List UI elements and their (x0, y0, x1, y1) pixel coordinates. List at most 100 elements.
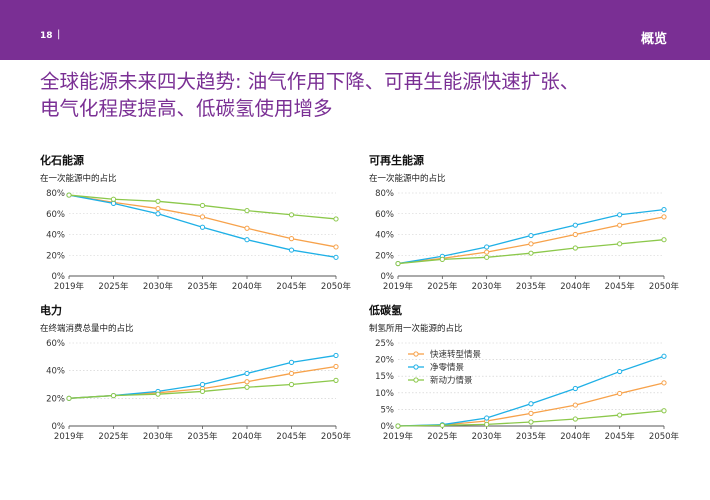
page-header: 18 | 概览 (0, 0, 710, 60)
hydrogen-data-point (572, 402, 578, 408)
hydrogen-xtick-label: 2019年 (383, 431, 414, 442)
hydrogen-ytick-label: 15% (375, 372, 394, 382)
renewables-data-point (572, 245, 578, 251)
fossil-xtick-label: 2025年 (98, 281, 129, 292)
fossil-data-point (288, 236, 295, 242)
hydrogen-ytick-label: 5% (381, 405, 395, 415)
renewables-data-point (572, 231, 578, 238)
legend-marker (413, 351, 419, 357)
electricity-data-point (288, 370, 295, 377)
hydrogen-data-point (617, 412, 623, 418)
fossil-data-point (155, 205, 161, 212)
hydrogen-data-point (484, 421, 490, 427)
electricity-ytick-label: 60% (46, 339, 65, 349)
electricity-data-point (288, 381, 295, 388)
hydrogen-xtick-label: 2040年 (560, 431, 591, 442)
fossil-data-point (333, 254, 339, 260)
fossil-data-point (110, 200, 117, 206)
page-number: 18 (40, 31, 53, 41)
fossil-data-point (155, 211, 161, 217)
hydrogen-ytick-label: 25% (375, 339, 394, 349)
chart-subtitle-renewables: 在一次能源中的占比 (369, 174, 446, 184)
renewables-data-point (661, 207, 667, 213)
fossil-xtick-label: 2035年 (187, 281, 218, 292)
fossil-xtick-label: 2019年 (54, 281, 85, 292)
renewables-xtick-label: 2035年 (516, 281, 547, 292)
fossil-data-point (244, 225, 250, 231)
hydrogen-data-point (395, 423, 401, 429)
electricity-data-point (333, 363, 339, 370)
chart-subtitle-fossil: 在一次能源中的占比 (40, 174, 117, 184)
hydrogen-data-point (661, 353, 667, 359)
fossil-data-point (110, 196, 117, 202)
renewables-data-point (484, 254, 490, 260)
fossil-data-point (333, 216, 339, 222)
renewables-ytick-label: 0% (381, 272, 395, 282)
fossil-data-point (66, 192, 72, 198)
renewables-data-point (617, 222, 623, 228)
fossil-data-point (199, 214, 206, 220)
fossil-data-point (333, 244, 339, 250)
fossil-data-point (244, 208, 250, 214)
renewables-xtick-label: 2019年 (383, 281, 414, 292)
fossil-xtick-label: 2050年 (321, 281, 352, 292)
renewables-data-point (617, 241, 623, 247)
electricity-xtick-label: 2019年 (54, 431, 85, 442)
electricity-data-point (333, 377, 339, 383)
fossil-data-point (244, 237, 250, 243)
electricity-xtick-label: 2040年 (232, 431, 263, 442)
hydrogen-data-point (572, 385, 578, 392)
renewables-xtick-label: 2040年 (560, 281, 591, 292)
page-title-line1: 全球能源未来四大趋势: 油气作用下降、可再生能源快速扩张、 (40, 70, 580, 93)
hydrogen-data-point (617, 368, 623, 375)
hydrogen-data-point (439, 422, 445, 428)
hydrogen-xtick-label: 2030年 (472, 431, 503, 442)
renewables-data-point (395, 260, 401, 267)
electricity-data-point (244, 370, 250, 377)
renewables-xtick-label: 2045年 (605, 281, 636, 292)
chart-subtitle-hydrogen: 制氢所用一次能源的占比 (369, 324, 463, 334)
fossil-ytick-label: 0% (52, 272, 66, 282)
hydrogen-data-point (528, 410, 534, 416)
electricity-data-point (244, 379, 250, 385)
hydrogen-xtick-label: 2045年 (605, 431, 636, 442)
chart-title-fossil: 化石能源 (40, 154, 84, 167)
fossil-ytick-label: 40% (46, 231, 65, 241)
page-title: 全球能源未来四大趋势: 油气作用下降、可再生能源快速扩张、 电气化程度提高、低碳… (40, 68, 640, 122)
hydrogen-data-point (661, 380, 667, 386)
renewables-data-point (528, 232, 534, 239)
chart-title-hydrogen: 低碳氢 (369, 304, 402, 317)
renewables-data-point (572, 222, 578, 228)
fossil-ytick-label: 20% (46, 251, 65, 261)
legend-marker (413, 377, 419, 383)
renewables-data-point (484, 249, 490, 255)
hydrogen-ytick-label: 10% (375, 389, 394, 399)
hydrogen-data-point (484, 415, 490, 421)
page-separator: | (57, 29, 61, 40)
renewables-data-point (661, 214, 667, 220)
renewables-ytick-label: 80% (375, 189, 394, 199)
hydrogen-data-point (528, 401, 534, 407)
renewables-xtick-label: 2030年 (472, 281, 503, 292)
electricity-ytick-label: 0% (52, 422, 66, 432)
electricity-xtick-label: 2045年 (276, 431, 307, 442)
fossil-data-point (288, 212, 295, 218)
legend-marker (413, 364, 419, 370)
electricity-ytick-label: 40% (46, 367, 65, 377)
fossil-xtick-label: 2045年 (276, 281, 307, 292)
hydrogen-data-point (528, 419, 534, 425)
renewables-ytick-label: 60% (375, 210, 394, 220)
fossil-data-point (155, 198, 161, 204)
hydrogen-ytick-label: 20% (375, 356, 394, 366)
electricity-data-point (199, 381, 206, 388)
chart-subtitle-electricity: 在终端消费总量中的占比 (40, 324, 134, 334)
electricity-xtick-label: 2050年 (321, 431, 352, 442)
fossil-ytick-label: 80% (46, 189, 65, 199)
hydrogen-xtick-label: 2050年 (649, 431, 680, 442)
fossil-xtick-label: 2030年 (143, 281, 174, 292)
electricity-data-point (66, 395, 72, 401)
electricity-data-point (288, 359, 295, 365)
legend-label: 净零情景 (430, 362, 464, 373)
electricity-xtick-label: 2025年 (98, 431, 129, 442)
